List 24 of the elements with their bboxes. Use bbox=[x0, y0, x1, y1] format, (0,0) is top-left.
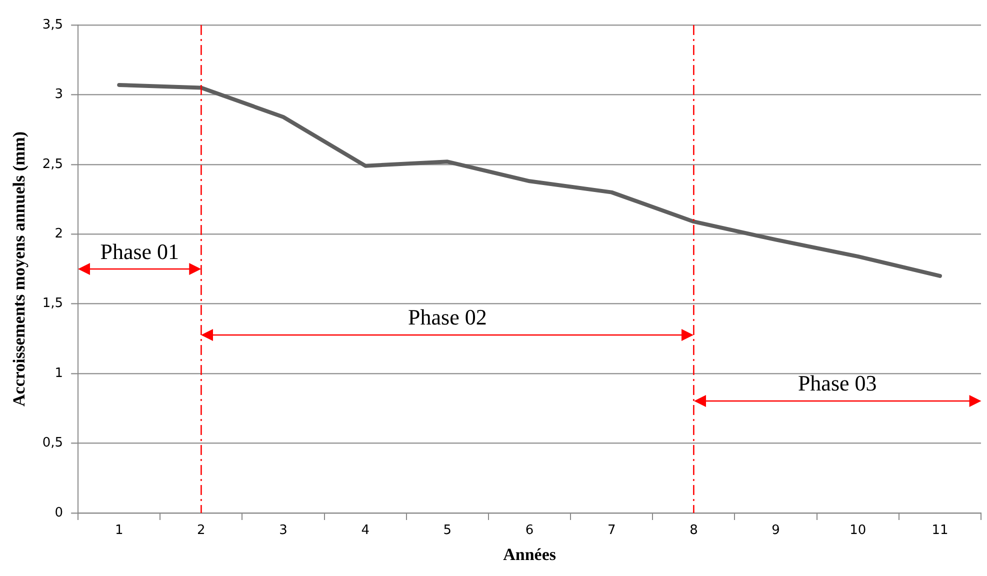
x-tick-label: 7 bbox=[607, 523, 616, 538]
y-tick-label: 1 bbox=[54, 366, 64, 381]
x-axis-title: Années bbox=[503, 545, 556, 564]
x-tick-label: 11 bbox=[932, 523, 948, 538]
x-tick-label: 1 bbox=[114, 523, 124, 538]
x-tick-label: 3 bbox=[279, 523, 288, 538]
x-tick-label: 5 bbox=[443, 523, 452, 538]
y-tick-label: 0 bbox=[54, 505, 64, 520]
x-tick-label: 8 bbox=[690, 523, 698, 538]
annotation: Phase 01 bbox=[100, 238, 180, 264]
x-tick-label: 10 bbox=[850, 523, 866, 538]
y-tick-label: 0,5 bbox=[42, 436, 64, 451]
x-tick-label: 9 bbox=[772, 523, 780, 538]
annotation: Phase 03 bbox=[798, 370, 877, 396]
annotation: Phase 02 bbox=[408, 304, 487, 330]
x-tick-label: 4 bbox=[361, 523, 370, 538]
x-tick-label: 6 bbox=[525, 523, 534, 538]
y-tick-label: 3,5 bbox=[42, 17, 64, 32]
y-tick-label: 1,5 bbox=[42, 296, 64, 312]
y-axis-title: Accroissements moyens annuels (mm) bbox=[10, 132, 29, 406]
x-tick-label: 2 bbox=[197, 523, 206, 538]
y-tick-label: 2,5 bbox=[42, 156, 64, 172]
y-tick-label: 3 bbox=[54, 87, 64, 102]
y-tick-label: 2 bbox=[54, 226, 64, 242]
